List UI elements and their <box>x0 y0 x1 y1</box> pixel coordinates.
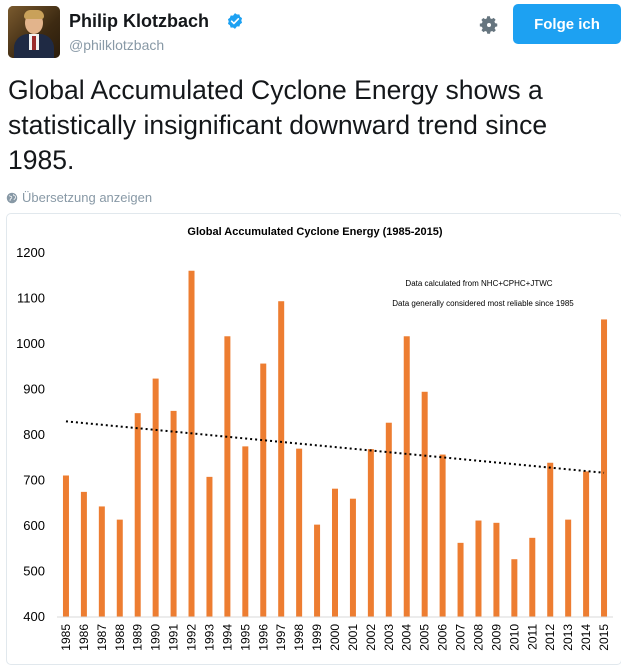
bar-2008 <box>475 520 482 617</box>
verified-badge-icon <box>227 13 243 29</box>
profile-name[interactable]: Philip Klotzbach <box>69 11 210 31</box>
bar-1989 <box>134 413 141 617</box>
x-tick-label: 1995 <box>238 624 252 651</box>
y-tick-label: 700 <box>23 473 45 488</box>
x-tick-label: 1986 <box>77 624 91 651</box>
translate-link[interactable]: Übersetzung anzeigen <box>6 190 152 205</box>
avatar[interactable] <box>8 6 60 58</box>
x-tick-label: 1989 <box>131 624 145 651</box>
bar-2003 <box>385 422 392 617</box>
y-tick-label: 600 <box>23 518 45 533</box>
bar-1996 <box>260 363 267 617</box>
x-tick-label: 1985 <box>59 624 73 651</box>
y-tick-label: 500 <box>23 564 45 579</box>
x-tick-label: 2011 <box>525 624 539 650</box>
y-tick-label: 400 <box>23 609 45 624</box>
x-tick-label: 2005 <box>418 624 432 651</box>
bar-2012 <box>547 462 554 617</box>
x-tick-label: 2014 <box>579 624 593 651</box>
x-tick-label: 2009 <box>489 624 503 651</box>
bar-1995 <box>242 446 249 617</box>
bar-2014 <box>583 471 590 617</box>
x-tick-label: 1998 <box>292 624 306 651</box>
bar-2000 <box>332 488 338 617</box>
y-tick-label: 800 <box>23 427 45 442</box>
bar-2005 <box>421 391 428 617</box>
bar-2001 <box>349 498 356 617</box>
tweet-media-chart[interactable]: Global Accumulated Cyclone Energy (1985-… <box>6 213 621 665</box>
x-tick-label: 1990 <box>149 624 163 651</box>
bar-1994 <box>224 336 231 617</box>
bar-1988 <box>116 519 123 617</box>
x-tick-label: 1993 <box>202 624 216 651</box>
bar-2013 <box>565 519 572 617</box>
bar-1999 <box>314 524 321 617</box>
profile-handle[interactable]: @philklotzbach <box>69 37 165 53</box>
tweet-text: Global Accumulated Cyclone Energy shows … <box>8 75 548 175</box>
y-tick-label: 1000 <box>16 336 45 351</box>
translate-label[interactable]: Übersetzung anzeigen <box>22 190 153 205</box>
bar-2011 <box>529 537 536 617</box>
bar-2015 <box>601 319 608 617</box>
bar-1993 <box>206 476 213 617</box>
chart-title: Global Accumulated Cyclone Energy (1985-… <box>187 226 442 238</box>
x-tick-label: 1994 <box>220 624 234 651</box>
y-tick-label: 1200 <box>16 245 45 260</box>
y-tick-label: 900 <box>23 382 45 397</box>
gear-icon[interactable] <box>478 14 500 36</box>
ace-bar-chart: Global Accumulated Cyclone Energy (1985-… <box>16 226 613 651</box>
x-tick-label: 1999 <box>310 624 324 651</box>
x-tick-label: 1991 <box>167 624 181 651</box>
bar-2002 <box>367 449 374 617</box>
bar-2009 <box>493 522 500 617</box>
globe-icon <box>6 192 18 203</box>
y-tick-label: 1100 <box>17 291 45 306</box>
bar-1986 <box>80 491 87 617</box>
x-tick-label: 1996 <box>256 624 270 651</box>
bar-2006 <box>439 454 446 617</box>
bar-2010 <box>511 559 518 617</box>
bar-2004 <box>403 336 410 617</box>
x-tick-label: 2010 <box>507 624 521 651</box>
x-tick-label: 2008 <box>471 624 485 651</box>
trend-line <box>65 420 605 474</box>
x-tick-label: 1988 <box>113 624 127 651</box>
bar-1987 <box>98 506 105 617</box>
bar-1985 <box>62 475 69 617</box>
x-tick-label: 2002 <box>364 624 378 651</box>
x-tick-label: 1987 <box>95 624 109 651</box>
chart-annotation-1: Data calculated from NHC+CPHC+JTWC <box>405 279 552 288</box>
chart-annotation-2: Data generally considered most reliable … <box>392 299 574 308</box>
follow-button[interactable]: Folge ich <box>513 4 621 44</box>
x-tick-label: 2001 <box>346 624 360 651</box>
x-tick-label: 2006 <box>436 624 450 651</box>
x-tick-label: 1992 <box>185 624 199 651</box>
x-tick-label: 2012 <box>543 624 557 651</box>
x-tick-label: 2000 <box>328 624 342 651</box>
bar-1997 <box>278 301 285 617</box>
bar-2007 <box>457 542 464 617</box>
bar-1998 <box>296 448 303 617</box>
x-tick-label: 2003 <box>382 624 396 651</box>
x-tick-label: 2004 <box>400 624 414 651</box>
x-tick-label: 2015 <box>597 624 611 651</box>
x-tick-label: 1997 <box>274 624 288 651</box>
x-tick-label: 2013 <box>561 624 575 651</box>
bar-1992 <box>188 270 195 617</box>
x-tick-label: 2007 <box>454 624 468 651</box>
bar-1990 <box>152 378 159 617</box>
bar-1991 <box>170 410 177 617</box>
